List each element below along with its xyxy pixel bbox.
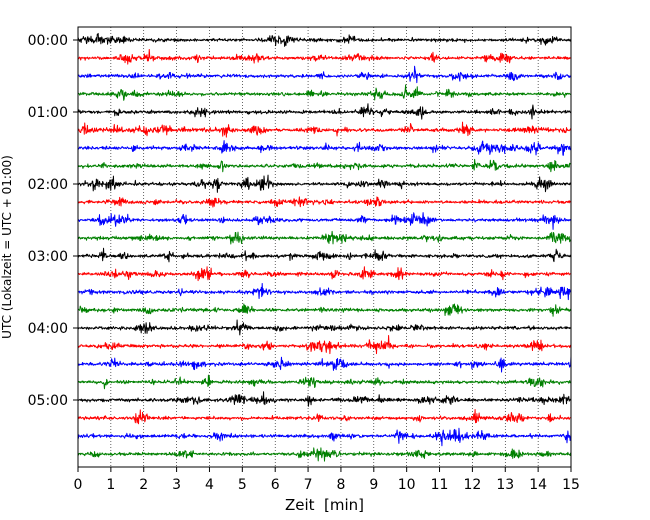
y-axis-ticks: 00:00 01:00 02:00 03:00 04:00 05:00	[28, 33, 78, 409]
trace-line	[77, 334, 572, 355]
trace-line	[77, 374, 572, 390]
y-axis-label: UTC (Lokalzeit = UTC + 01:00)	[0, 155, 14, 339]
trace-line	[77, 32, 572, 47]
x-tick-label: 4	[205, 477, 214, 493]
y-tick-label: 04:00	[28, 321, 68, 337]
trace-line	[77, 447, 572, 462]
trace-line	[77, 140, 572, 156]
y-tick-label: 02:00	[28, 177, 68, 193]
trace-line	[77, 391, 572, 407]
trace-line	[77, 303, 572, 317]
x-tick-label: 13	[496, 477, 514, 493]
trace-line	[77, 282, 572, 301]
x-tick-label: 10	[398, 477, 416, 493]
x-tick-label: 5	[238, 477, 247, 493]
trace-line	[77, 247, 572, 263]
x-axis-ticks: 0 1 2 3 4 5 6 7 8 9 10 11 12 13 14 15	[74, 467, 580, 493]
y-tick-label: 05:00	[28, 393, 68, 409]
trace-line	[77, 84, 572, 101]
trace-line	[77, 48, 572, 65]
x-tick-label: 1	[106, 477, 115, 493]
x-tick-label: 11	[431, 477, 449, 493]
trace-line	[77, 121, 572, 138]
trace-line	[77, 196, 572, 208]
trace-line	[77, 409, 572, 425]
trace-line	[77, 65, 572, 84]
x-tick-label: 8	[336, 477, 345, 493]
x-tick-label: 15	[562, 477, 580, 493]
y-tick-label: 00:00	[28, 33, 68, 49]
x-tick-label: 14	[529, 477, 547, 493]
trace-line	[77, 103, 572, 120]
x-tick-label: 3	[172, 477, 181, 493]
x-axis-label: Zeit [min]	[285, 496, 364, 514]
seismogram-traces	[77, 32, 572, 462]
plot-frame	[77, 26, 572, 468]
trace-line	[77, 427, 572, 447]
trace-line	[77, 319, 572, 336]
x-tick-label: 12	[463, 477, 481, 493]
y-tick-label: 01:00	[28, 105, 68, 121]
trace-line	[77, 212, 572, 230]
trace-line	[77, 158, 572, 173]
vertical-gridlines	[110, 27, 539, 467]
trace-line	[77, 230, 572, 245]
x-tick-label: 7	[304, 477, 313, 493]
x-tick-label: 0	[74, 477, 83, 493]
trace-line	[77, 174, 572, 193]
x-tick-label: 6	[271, 477, 280, 493]
trace-line	[77, 266, 572, 282]
x-tick-label: 2	[139, 477, 148, 493]
x-tick-label: 9	[369, 477, 378, 493]
trace-line	[77, 356, 572, 373]
y-tick-label: 03:00	[28, 249, 68, 265]
